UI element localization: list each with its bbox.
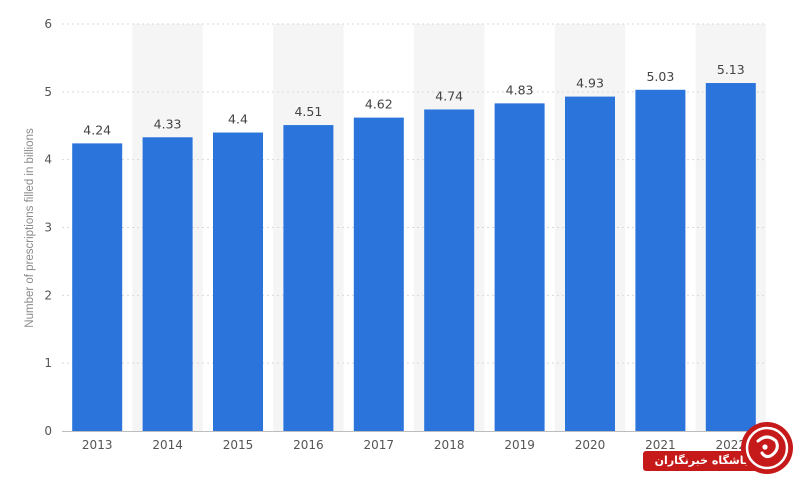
data-labels: 4.24 4.33 4.4 4.51 4.62 4.74 4.83 4.93 5.03 5.13 <box>83 62 744 137</box>
bars <box>72 83 756 432</box>
x-tick-label-2021: 2021 <box>645 438 676 452</box>
bar-2021 <box>635 89 686 431</box>
data-label-2020: 4.93 <box>576 76 604 91</box>
x-tick-label-2017: 2017 <box>364 438 395 452</box>
bar-2018 <box>424 109 475 431</box>
y-tick-label: 1 <box>44 356 52 370</box>
y-tick-label: 6 <box>44 17 52 31</box>
y-tick-label: 2 <box>44 288 52 302</box>
bar-2014 <box>142 137 193 431</box>
data-label-2022: 5.13 <box>717 62 745 77</box>
y-tick-label: 0 <box>44 424 52 438</box>
bar-2013 <box>72 143 123 432</box>
watermark: باشگاه خبرنگاران <box>642 415 796 477</box>
data-label-2016: 4.51 <box>294 104 322 119</box>
data-label-2018: 4.74 <box>435 88 463 103</box>
y-tick-label: 5 <box>44 85 52 99</box>
x-tick-labels: 2013 2014 2015 2016 2017 2018 2019 2020 2021 2022 <box>82 438 746 452</box>
y-axis-title: Number of prescriptions filled in billio… <box>24 128 36 328</box>
x-tick-label-2015: 2015 <box>223 438 254 452</box>
x-tick-label-2020: 2020 <box>575 438 606 452</box>
x-tick-label-2022: 2022 <box>716 438 747 452</box>
watermark-text: باشگاه خبرنگاران <box>642 451 758 471</box>
bar-2016 <box>283 125 334 432</box>
x-tick-label-2018: 2018 <box>434 438 465 452</box>
y-tick-label: 3 <box>44 221 52 235</box>
y-tick-labels: 0 1 2 3 4 5 6 <box>44 17 52 438</box>
data-label-2015: 4.4 <box>228 112 248 127</box>
data-label-2019: 4.83 <box>506 82 534 97</box>
x-tick-label-2016: 2016 <box>293 438 324 452</box>
x-tick-label-2019: 2019 <box>504 438 535 452</box>
data-label-2021: 5.03 <box>646 69 674 84</box>
bar-2020 <box>565 96 615 431</box>
x-tick-label-2013: 2013 <box>82 438 113 452</box>
data-label-2014: 4.33 <box>154 116 182 131</box>
y-tick-label: 4 <box>44 153 52 167</box>
data-label-2013: 4.24 <box>83 122 111 137</box>
bar-2017 <box>353 117 404 432</box>
bar-2022 <box>705 83 756 431</box>
bar-2019 <box>494 103 545 432</box>
bar-2015 <box>213 132 263 432</box>
watermark-logo-icon <box>741 422 793 474</box>
data-label-2017: 4.62 <box>365 97 393 112</box>
x-tick-label-2014: 2014 <box>152 438 183 452</box>
